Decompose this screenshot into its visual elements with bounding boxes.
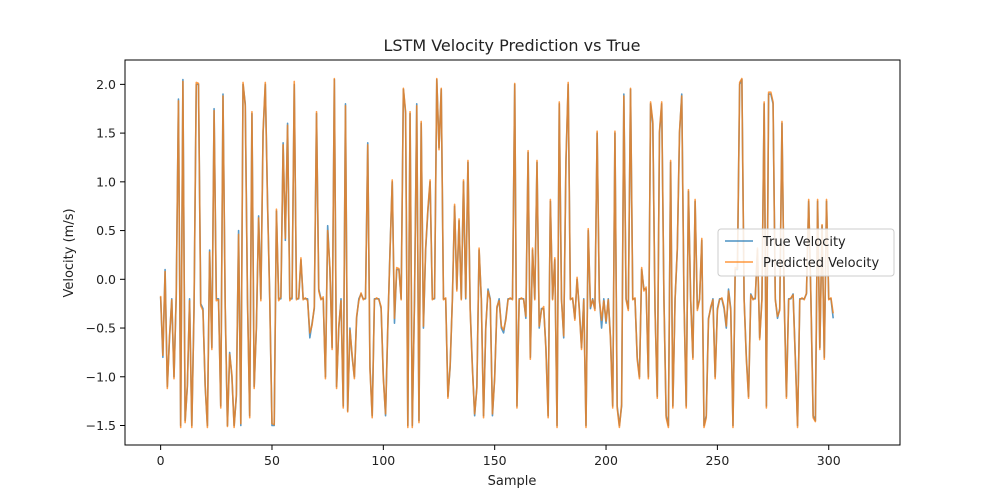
y-tick-label: −1.5 xyxy=(86,418,116,433)
y-tick-label: 0.0 xyxy=(96,272,116,287)
x-tick-label: 100 xyxy=(371,453,395,468)
x-tick-label: 250 xyxy=(705,453,729,468)
x-tick-label: 0 xyxy=(157,453,165,468)
legend-box xyxy=(717,228,895,277)
y-tick-label: 2.0 xyxy=(96,77,116,92)
axes-frame xyxy=(124,59,901,446)
series-layer xyxy=(159,77,834,429)
x-axis-ticks: 0 50 100 150 200 250 300 xyxy=(157,445,841,468)
chart-title: LSTM Velocity Prediction vs True xyxy=(383,36,640,55)
y-axis-ticks: −1.5 −1.0 −0.5 0.0 0.5 1.0 1.5 2.0 xyxy=(86,77,125,433)
series-line-predicted-velocity xyxy=(159,77,834,429)
legend: True Velocity Predicted Velocity xyxy=(717,228,895,277)
x-tick-label: 200 xyxy=(594,453,618,468)
y-tick-label: −0.5 xyxy=(86,321,116,336)
legend-label-predicted-velocity: Predicted Velocity xyxy=(763,256,879,271)
x-tick-label: 50 xyxy=(264,453,280,468)
y-tick-label: −1.0 xyxy=(86,369,116,384)
plot-area xyxy=(124,59,901,446)
legend-label-true-velocity: True Velocity xyxy=(762,235,846,250)
y-tick-label: 0.5 xyxy=(96,223,116,238)
y-tick-label: 1.5 xyxy=(96,126,116,141)
y-tick-label: 1.0 xyxy=(96,174,116,189)
y-axis-label: Velocity (m/s) xyxy=(62,208,77,297)
x-tick-label: 150 xyxy=(483,453,507,468)
x-tick-label: 300 xyxy=(817,453,841,468)
x-axis-label: Sample xyxy=(488,474,537,489)
